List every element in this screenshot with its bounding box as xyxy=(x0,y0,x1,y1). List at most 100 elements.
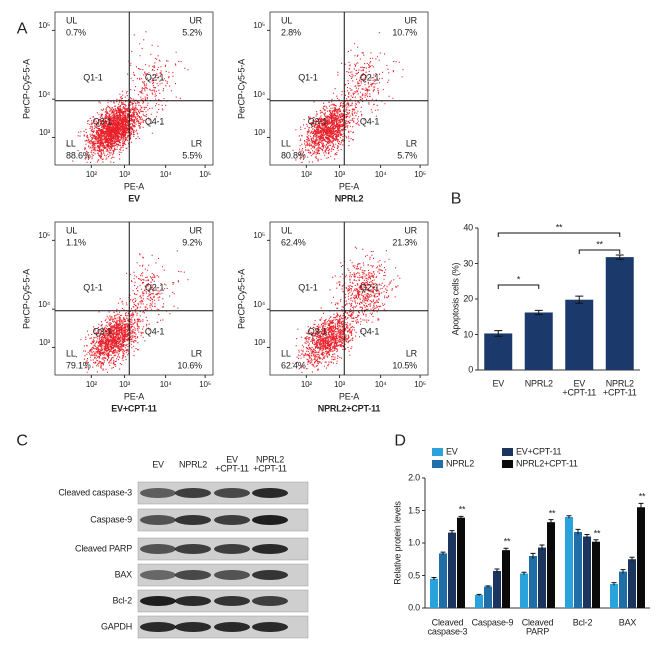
blot-band xyxy=(140,515,176,525)
legend-label: NPRL2 xyxy=(446,458,475,469)
legend-swatch xyxy=(502,448,513,456)
bar xyxy=(583,536,591,608)
blot-band xyxy=(252,622,288,632)
blot-band xyxy=(214,622,250,632)
bar xyxy=(529,556,537,608)
y-tick-label: 10⁵ xyxy=(253,21,265,31)
quadrant-percent: 62.4% xyxy=(281,237,306,248)
scatter-dots xyxy=(292,246,401,373)
error-bar xyxy=(611,582,617,586)
quadrant-corner: UL xyxy=(66,15,78,26)
x-tick-label: NPRL2 +CPT-11 xyxy=(602,378,637,398)
blot-band xyxy=(175,544,211,554)
error-bar xyxy=(458,515,464,519)
quadrant-label: Q4-1 xyxy=(359,326,380,337)
quadrant-corner: UL xyxy=(281,15,293,26)
blot-column-label: EV +CPT-11 xyxy=(215,454,249,474)
x-tick-label: 10⁵ xyxy=(199,379,211,389)
panel-letter: A xyxy=(16,20,28,38)
bar xyxy=(565,517,573,608)
x-tick-label: NPRL2 xyxy=(524,378,553,389)
blot-band xyxy=(175,515,211,525)
y-tick-label: 10³ xyxy=(254,128,265,138)
quadrant-percent: 2.8% xyxy=(281,27,301,38)
quadrant-label: Q4-1 xyxy=(144,326,165,337)
plot-frame xyxy=(54,11,214,166)
y-tick-label: 0.5 xyxy=(408,569,420,580)
quadrant-corner: UR xyxy=(189,225,202,236)
error-bar xyxy=(521,571,527,575)
blot-row-label: Cleaved caspase-3 xyxy=(58,487,132,498)
x-tick-label: EV +CPT-11 xyxy=(562,378,597,398)
blot-band xyxy=(214,488,250,498)
bar xyxy=(475,595,483,608)
quadrant-corner: LR xyxy=(190,137,202,148)
quadrant-percent: 5.5% xyxy=(182,150,202,161)
y-axis-label: PerCP-Cy5-5-A xyxy=(236,268,247,329)
bar xyxy=(484,586,492,608)
x-axis-label: PE-A xyxy=(338,391,360,402)
quadrant-corner: LR xyxy=(405,347,417,358)
plot-title: EV+CPT-11 xyxy=(111,403,157,414)
x-tick-label: 10² xyxy=(300,379,312,389)
x-axis-label: PE-A xyxy=(338,181,360,192)
blot-band xyxy=(214,544,250,554)
plot-title: EV xyxy=(128,193,140,204)
plot-frame xyxy=(269,221,429,376)
quadrant-corner: UR xyxy=(404,225,417,236)
significance-label: ** xyxy=(638,491,646,502)
y-tick-label: 10⁵ xyxy=(38,21,50,31)
error-bar xyxy=(593,539,599,544)
x-tick-label: 10⁴ xyxy=(374,379,387,389)
x-tick-label: 10⁵ xyxy=(199,169,211,179)
bar xyxy=(628,559,636,608)
legend-swatch xyxy=(432,448,443,456)
x-tick-label: 10⁵ xyxy=(414,169,426,179)
blot-row-label: Caspase-9 xyxy=(90,514,132,525)
blot-band xyxy=(214,570,250,580)
x-tick-label: BAX xyxy=(618,617,637,628)
y-tick-label: 20 xyxy=(463,293,473,304)
bar xyxy=(605,257,634,370)
x-tick-label: 10⁴ xyxy=(159,379,172,389)
quadrant-label: Q2-1 xyxy=(359,282,380,293)
blot-band xyxy=(175,622,211,632)
error-bar xyxy=(485,585,491,588)
y-tick-label: 10⁴ xyxy=(253,300,265,310)
x-tick-label: 10³ xyxy=(119,169,130,179)
quadrant-corner: UR xyxy=(404,15,417,26)
quadrant-label: Q3-1 xyxy=(92,116,112,127)
significance-bracket xyxy=(497,284,540,289)
panel-letter: D xyxy=(394,432,406,450)
error-bar xyxy=(476,593,482,596)
y-axis-label: PerCP-Cy5-5-A xyxy=(21,58,32,119)
blot-band xyxy=(214,596,250,606)
significance-label: ** xyxy=(503,536,511,547)
error-bar xyxy=(449,530,455,535)
blot-row-label: BAX xyxy=(114,569,133,580)
significance-label: ** xyxy=(596,239,603,250)
x-tick-label: 10² xyxy=(300,169,312,179)
quadrant-percent: 80.8% xyxy=(281,150,306,161)
blot-row-label: Bcl-2 xyxy=(112,595,132,606)
quadrant-corner: LL xyxy=(66,347,76,358)
x-axis-label: PE-A xyxy=(123,391,145,402)
blot-band xyxy=(140,622,176,632)
bar xyxy=(547,522,555,608)
error-bar xyxy=(530,552,536,559)
y-tick-label: 10³ xyxy=(39,338,50,348)
y-tick-label: 10⁵ xyxy=(38,231,50,241)
bar xyxy=(520,573,528,608)
y-tick-label: 1.0 xyxy=(408,537,420,548)
quadrant-corner: LR xyxy=(405,137,417,148)
error-bar xyxy=(575,295,584,304)
bar xyxy=(637,507,645,608)
error-bar xyxy=(629,556,635,562)
quadrant-label: Q2-1 xyxy=(144,282,165,293)
quadrant-label: Q1-1 xyxy=(298,72,318,83)
y-tick-label: 0.0 xyxy=(408,602,420,613)
blot-band xyxy=(140,488,176,498)
bar xyxy=(502,550,510,608)
blot-band xyxy=(252,570,288,580)
